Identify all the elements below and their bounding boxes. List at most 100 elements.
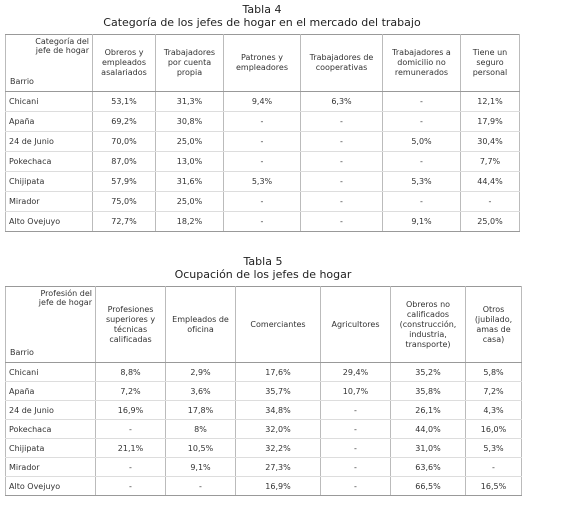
cell: 4,3% xyxy=(465,400,522,420)
cell: 3,6% xyxy=(165,381,236,401)
data-row: Alto Ovejuyo 72,7% 18,2% - -9,1% 25,0% xyxy=(5,211,520,232)
cell: - xyxy=(382,111,461,132)
cell: - xyxy=(382,91,461,112)
cell: - xyxy=(320,457,391,477)
cell: - xyxy=(382,151,461,172)
cell: 27,3% xyxy=(235,457,321,477)
cell: - xyxy=(382,191,461,212)
header-row: Categoría del jefe de hogar Barrio Obreros… xyxy=(5,34,520,92)
cell: 5,3% xyxy=(223,171,301,192)
cell: 53,1% xyxy=(92,91,156,112)
cell: 34,8% xyxy=(235,400,321,420)
cell: 16,0% xyxy=(465,419,522,439)
cell: 5,3% xyxy=(382,171,461,192)
cell: 25,0% xyxy=(155,191,224,212)
cell: 7,2% xyxy=(95,381,166,401)
column-header: Obreros y empleados asalariados xyxy=(92,34,156,92)
cell: 31,0% xyxy=(390,438,466,458)
cell: - xyxy=(320,438,391,458)
table-subtitle: Ocupación de los jefes de hogar xyxy=(174,268,352,281)
cell: 8% xyxy=(165,419,236,439)
cell: - xyxy=(223,131,301,152)
row-label: Pokechaca xyxy=(5,419,96,439)
data-row: Mirador 75,0% 25,0% - - - - xyxy=(5,191,520,212)
cell: 5,3% xyxy=(465,438,522,458)
data-table: Profesión del jefe de hogar Barrio Profesi… xyxy=(5,286,522,496)
table-head: Categoría del jefe de hogar Barrio Obreros… xyxy=(5,34,520,92)
row-label: Chijipata xyxy=(5,438,96,458)
cell: 35,2% xyxy=(390,362,466,382)
cell: 8,8% xyxy=(95,362,166,382)
cell: 72,7% xyxy=(92,211,156,232)
cell: 13,0% xyxy=(155,151,224,172)
cell: 17,9% xyxy=(460,111,520,132)
row-label: Chijipata xyxy=(5,171,93,192)
table-subtitle: Categoría de los jefes de hogar en el me… xyxy=(103,16,421,29)
cell: 10,7% xyxy=(320,381,391,401)
table-title: Tabla 5 xyxy=(243,255,283,268)
cell: - xyxy=(95,476,166,496)
cell: - xyxy=(95,457,166,477)
corner-top-label: Categoría del jefe de hogar xyxy=(35,37,89,55)
cell: 9,1% xyxy=(382,211,461,232)
cell: 70,0% xyxy=(92,131,156,152)
table-head: Profesión del jefe de hogar Barrio Profesi… xyxy=(5,286,522,363)
row-label: Apaña xyxy=(5,111,93,132)
data-row: 24 de Junio 70,0% 25,0% - -5,0% 30,4% xyxy=(5,131,520,152)
corner-cell: Profesión del jefe de hogar Barrio xyxy=(5,286,96,363)
cell: - xyxy=(223,191,301,212)
cell: 7,2% xyxy=(465,381,522,401)
column-header: Obreros no calificados (construcción, in… xyxy=(390,286,466,363)
cell: 25,0% xyxy=(460,211,520,232)
cell: 32,0% xyxy=(235,419,321,439)
cell: - xyxy=(460,191,520,212)
data-row: Apaña 69,2% 30,8% - - -17,9% xyxy=(5,111,520,132)
cell: - xyxy=(223,211,301,232)
data-row: Alto Ovejuyo - -16,9% -66,5% 16,5% xyxy=(5,476,522,496)
row-label: Alto Ovejuyo xyxy=(5,211,93,232)
cell: 9,4% xyxy=(223,91,301,112)
cell: - xyxy=(320,419,391,439)
cell: 5,8% xyxy=(465,362,522,382)
cell: 9,1% xyxy=(165,457,236,477)
cell: 32,2% xyxy=(235,438,321,458)
column-header: Trabajadores por cuenta propia xyxy=(155,34,224,92)
cell: 57,9% xyxy=(92,171,156,192)
data-row: Mirador -9,1% 27,3% -63,6% - xyxy=(5,457,522,477)
column-header: Trabajadores de cooperativas xyxy=(300,34,383,92)
table-block: Tabla 4 Categoría de los jefes de hogar … xyxy=(5,3,520,232)
cell: - xyxy=(223,151,301,172)
cell: 69,2% xyxy=(92,111,156,132)
column-header: Profesiones superiores y técnicas califi… xyxy=(95,286,166,363)
data-row: 24 de Junio 16,9% 17,8% 34,8% -26,1% 4,3% xyxy=(5,400,522,420)
cell: - xyxy=(165,476,236,496)
cell: 5,0% xyxy=(382,131,461,152)
row-label: Alto Ovejuyo xyxy=(5,476,96,496)
cell: 16,9% xyxy=(95,400,166,420)
table-body: Chicani 53,1% 31,3% 9,4% 6,3% -12,1% Apaña 69,2… xyxy=(5,91,520,232)
cell: 44,0% xyxy=(390,419,466,439)
column-header: Trabajadores a domicilio no remunerados xyxy=(382,34,461,92)
data-row: Pokechaca -8% 32,0% -44,0% 16,0% xyxy=(5,419,522,439)
cell: - xyxy=(320,476,391,496)
row-label: Pokechaca xyxy=(5,151,93,172)
cell: 16,5% xyxy=(465,476,522,496)
cell: - xyxy=(300,171,383,192)
cell: 2,9% xyxy=(165,362,236,382)
row-label: 24 de Junio xyxy=(5,400,96,420)
table-body: Chicani 8,8% 2,9% 17,6% 29,4% 35,2% 5,8% Apaña 7… xyxy=(5,362,522,496)
column-header: Comerciantes xyxy=(235,286,321,363)
cell: 26,1% xyxy=(390,400,466,420)
column-header: Patrones y empleadores xyxy=(223,34,301,92)
cell: 7,7% xyxy=(460,151,520,172)
cell: 31,6% xyxy=(155,171,224,192)
cell: - xyxy=(465,457,522,477)
data-table: Categoría del jefe de hogar Barrio Obreros… xyxy=(5,34,520,232)
cell: 17,6% xyxy=(235,362,321,382)
cell: 29,4% xyxy=(320,362,391,382)
row-label: Mirador xyxy=(5,191,93,212)
data-row: Chicani 53,1% 31,3% 9,4% 6,3% -12,1% xyxy=(5,91,520,112)
data-row: Chicani 8,8% 2,9% 17,6% 29,4% 35,2% 5,8% xyxy=(5,362,522,382)
cell: 25,0% xyxy=(155,131,224,152)
